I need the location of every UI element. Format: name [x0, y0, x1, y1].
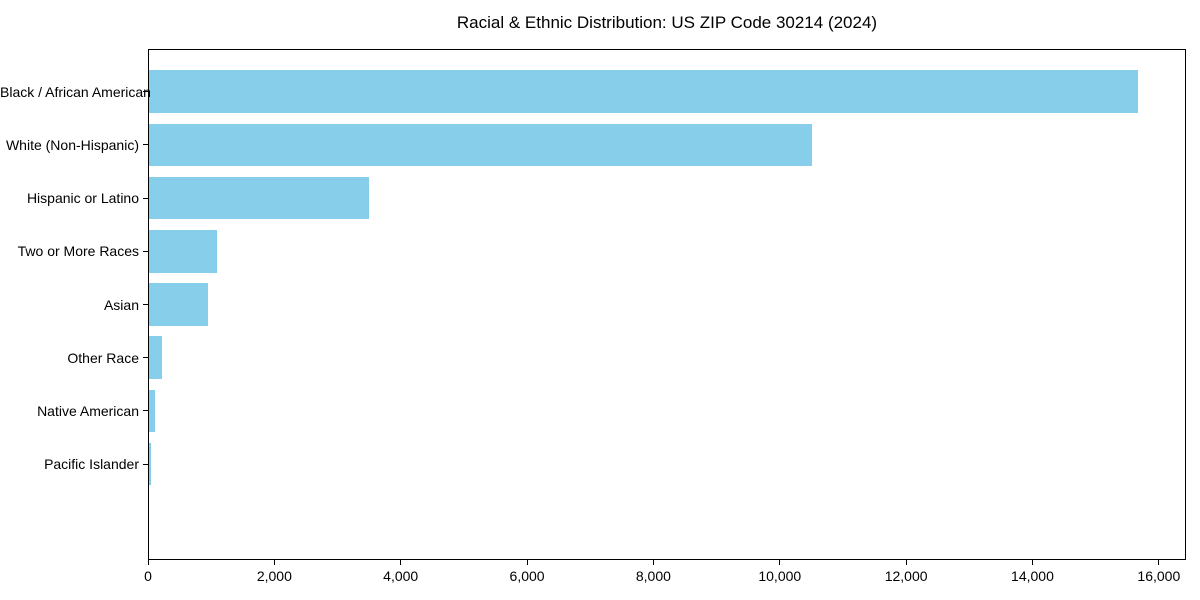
x-tick: [400, 560, 402, 565]
bar: [149, 229, 218, 273]
y-tick: [143, 144, 148, 146]
y-tick: [143, 197, 148, 199]
y-axis-label: Black / African American: [0, 83, 151, 100]
y-axis-label: Asian: [103, 296, 139, 313]
x-tick-label: 12,000: [884, 568, 928, 584]
y-tick: [143, 357, 148, 359]
x-tick: [526, 560, 528, 565]
x-tick: [779, 560, 781, 565]
x-tick-label: 14,000: [1011, 568, 1054, 584]
x-tick: [273, 560, 275, 565]
bar: [149, 389, 155, 433]
y-axis-label: Hispanic or Latino: [26, 190, 139, 207]
bar: [149, 442, 152, 486]
x-tick: [905, 560, 907, 565]
bar: [149, 176, 369, 220]
x-tick: [147, 560, 149, 565]
x-tick: [1158, 560, 1160, 565]
y-tick: [143, 410, 148, 412]
chart-title: Racial & Ethnic Distribution: US ZIP Cod…: [456, 13, 878, 32]
x-tick-label: 4,000: [383, 568, 419, 584]
plot-area: [148, 49, 1186, 560]
y-tick: [143, 463, 148, 465]
y-axis-label: Pacific Islander: [44, 456, 139, 473]
y-axis-label: Native American: [37, 402, 139, 419]
x-tick-label: 6,000: [509, 568, 545, 584]
x-tick-label: 8,000: [635, 568, 671, 584]
bar: [149, 283, 208, 326]
x-tick-label: 16,000: [1137, 568, 1181, 584]
x-tick: [1031, 560, 1033, 565]
y-tick: [143, 304, 148, 305]
y-axis-label: Other Race: [67, 349, 139, 366]
y-axis-label: Two or More Races: [17, 243, 139, 260]
x-tick-label: 2,000: [256, 568, 292, 584]
bar: [149, 70, 1138, 113]
y-tick: [143, 250, 148, 252]
x-tick: [652, 560, 654, 565]
x-tick-label: 0: [144, 568, 152, 584]
y-axis-label: White (Non-Hispanic): [5, 136, 139, 153]
x-tick-label: 10,000: [758, 568, 802, 584]
bar: [149, 336, 162, 380]
y-tick: [143, 91, 148, 93]
bar: [149, 123, 812, 167]
